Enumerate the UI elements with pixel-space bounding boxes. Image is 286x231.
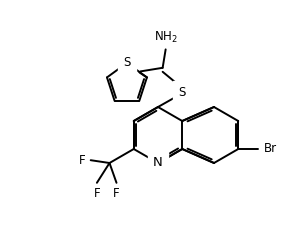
Text: F: F (113, 187, 120, 200)
Text: N: N (153, 156, 163, 170)
Text: S: S (178, 86, 186, 100)
Text: Br: Br (264, 143, 277, 155)
Text: F: F (79, 154, 86, 167)
Text: S: S (123, 56, 131, 69)
Text: NH$_2$: NH$_2$ (154, 30, 178, 46)
Text: F: F (94, 187, 100, 200)
